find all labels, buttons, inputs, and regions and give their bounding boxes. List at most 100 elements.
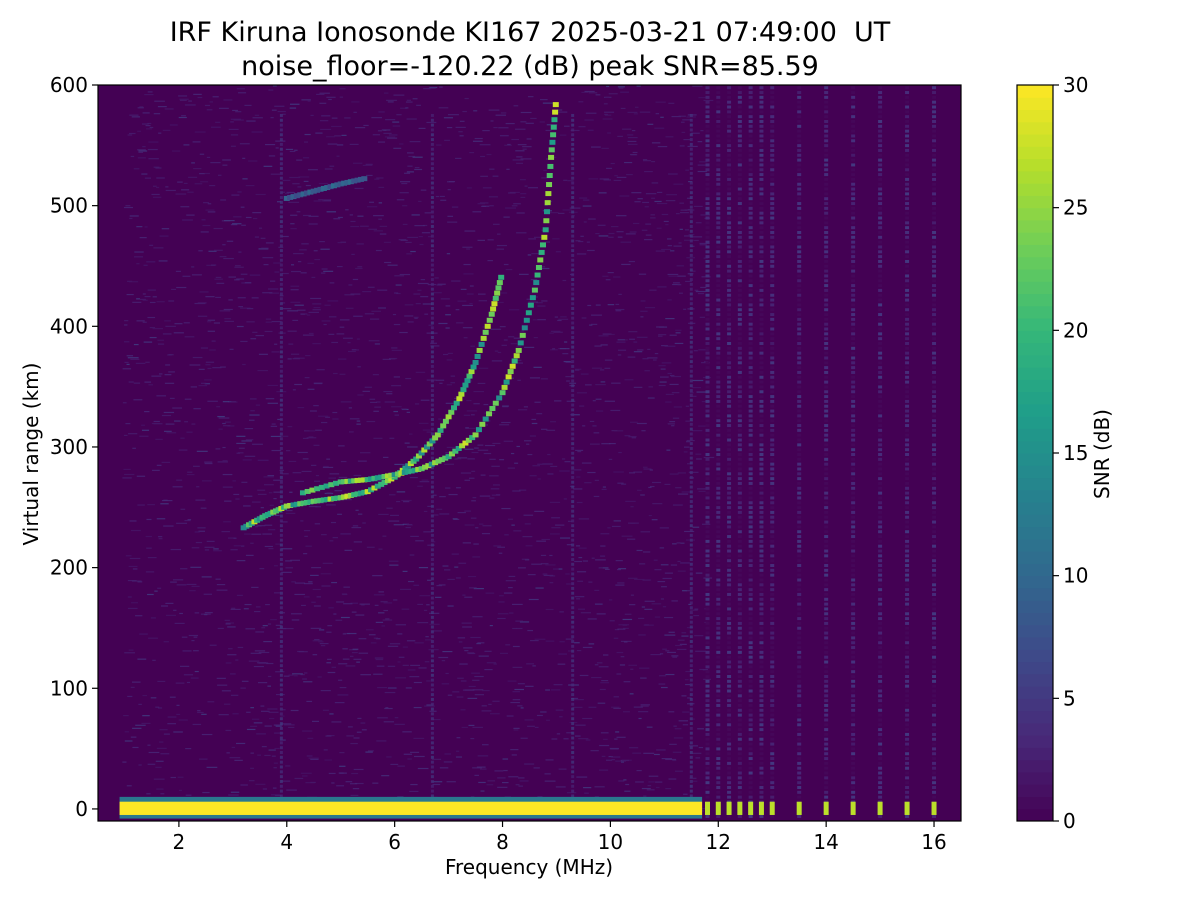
interference-segment [279,553,283,557]
noise-streak [271,794,280,796]
noise-streak [279,469,284,471]
pulse-line-segment [737,399,742,403]
noise-streak [489,497,495,499]
pulse-line-segment [716,617,721,621]
noise-streak [210,264,217,266]
interference-segment [279,205,283,209]
pulse-line-segment [797,409,802,413]
noise-streak [274,514,280,517]
pulse-line-segment [797,385,802,389]
pulse-line-segment [824,506,829,510]
noise-streak [487,420,491,422]
noise-streak [685,169,689,171]
pulse-line-segment [748,539,753,543]
pulse-line-segment [770,573,775,577]
noise-streak [468,652,476,655]
pulse-line-segment [716,703,721,707]
pulse-line-segment [770,202,775,206]
noise-streak [288,460,297,463]
pulse-line-segment [905,650,910,654]
pulse-line-segment [748,119,753,123]
noise-streak [269,280,276,282]
pulse-line-segment [824,771,829,775]
pulse-line-segment [824,786,829,790]
pulse-line-segment [737,375,742,379]
noise-streak [144,93,154,96]
interference-segment [279,644,283,648]
pulse-line-segment [905,211,910,215]
pulse-line-segment [824,144,829,148]
noise-streak [302,730,313,732]
pulse-line-segment [727,366,732,370]
pulse-line-segment [737,650,742,654]
pulse-line-segment [932,390,937,394]
pulse-line-segment [705,105,710,109]
pulse-line-segment [727,95,732,99]
pulse-line-segment [727,679,732,683]
noise-streak [285,509,293,512]
pulse-line-segment [905,226,910,230]
interference-segment [279,702,283,706]
pulse-line-segment [716,86,721,90]
pulse-line-segment [824,515,829,519]
noise-streak [254,650,266,652]
pulse-line-segment [737,786,742,790]
pulse-line-segment [737,742,742,746]
pulse-line-segment [759,491,764,495]
noise-streak [481,710,492,712]
noise-streak [665,758,677,761]
noise-streak [145,124,151,127]
noise-streak [504,144,512,146]
interference-segment [430,514,434,518]
noise-streak [599,688,606,691]
noise-streak [212,96,219,98]
pulse-line-segment [824,298,829,302]
pulse-line-segment [878,660,883,664]
pulse-line-segment [932,578,937,582]
noise-streak [445,327,450,329]
pulse-line-segment [851,284,856,288]
noise-streak [164,382,175,384]
noise-streak [491,360,503,362]
pulse-line-segment [705,119,710,123]
pulse-line-segment [759,771,764,775]
noise-streak [329,713,334,715]
noise-streak [216,282,225,284]
noise-streak [156,301,165,303]
noise-streak [390,514,400,516]
noise-streak [200,231,209,233]
noise-streak [397,765,405,767]
noise-streak [193,167,202,170]
noise-streak [160,605,169,607]
interference-segment [571,331,575,335]
noise-streak [407,446,418,448]
pulse-line-segment [878,192,883,196]
pulse-line-segment [737,91,742,95]
pulse-line-segment [759,313,764,317]
pulse-line-segment [824,221,829,225]
noise-streak [630,668,634,670]
noise-streak [342,337,353,339]
pulse-line-segment [932,182,937,186]
noise-streak [570,414,580,416]
noise-streak [211,340,216,342]
pulse-line-segment [737,737,742,741]
noise-streak [426,604,430,606]
pulse-line-segment [727,424,732,428]
noise-streak [628,577,638,579]
noise-streak [222,401,232,403]
pulse-line-segment [705,380,710,384]
pulse-line-segment [851,269,856,273]
pulse-line-segment [932,235,937,239]
noise-streak [265,242,274,244]
noise-streak [578,126,586,128]
noise-streak [385,119,396,121]
noise-streak [372,134,381,136]
noise-streak [681,131,686,134]
noise-streak [446,384,453,386]
pulse-line-segment [716,752,721,756]
noise-streak [675,213,680,215]
pulse-line-segment [748,433,753,437]
noise-streak [664,634,676,636]
pulse-line-segment [705,583,710,587]
